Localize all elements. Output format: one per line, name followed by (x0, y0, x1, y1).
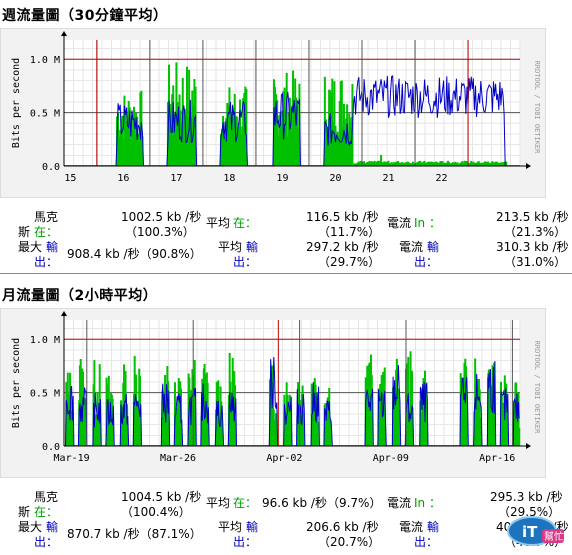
monthly-chart: 0.0 0.5 M 1.0 M Mar-19 Mar-26 Apr-02 Apr-09 Apr… (0, 308, 546, 478)
max-in-label: 在： (34, 225, 59, 239)
cur-out-label-3: 出： (414, 255, 439, 269)
max-out-value: 870.7 kb /秒（87.1%） (67, 527, 202, 541)
x-tick-label: Apr-09 (373, 453, 409, 464)
cur-in-label: In ： (414, 496, 441, 510)
y-axis-arrow (61, 311, 67, 316)
x-tick-label: 19 (276, 173, 288, 184)
x-tick-label: Apr-16 (479, 453, 515, 464)
avg-label: 平均 (206, 216, 231, 230)
avg-in-label: 在： (233, 496, 258, 510)
avg-in-value: 96.6 kb /秒（9.7%） (262, 496, 382, 510)
max-out-label-2: 輸 (46, 240, 59, 254)
max-in-value: 1004.5 kb /秒 (121, 490, 202, 504)
y-tick-label: 1.0 M (30, 55, 60, 66)
avg-in-pct: （11.7%） (318, 225, 381, 239)
max-out-label-3: 出： (34, 255, 59, 269)
avg-in-label: 在： (233, 216, 258, 230)
logo-sub-text: 幫忙 (544, 530, 564, 543)
x-axis-arrow (526, 443, 531, 449)
logo-main-text: iT (522, 523, 538, 541)
max-label: 馬克 (34, 490, 59, 504)
x-tick-label: 16 (117, 173, 129, 184)
y-axis-label: Bits per second (11, 338, 22, 428)
y-tick-label: 0.5 M (30, 109, 60, 120)
avg-in-value: 116.5 kb /秒 (306, 210, 379, 224)
max-label-2: 斯 (18, 505, 31, 519)
y-tick-label: 0.0 (42, 442, 60, 453)
x-tick-label: 22 (436, 173, 448, 184)
avg-out-label-2: 輸 (246, 240, 259, 254)
avg-out-value: 297.2 kb /秒 (306, 240, 379, 254)
x-tick-label: Apr-02 (266, 453, 302, 464)
avg-out-label: 平均 (218, 240, 243, 254)
cur-label: 電流 (387, 496, 412, 510)
cur-in-value: 213.5 kb /秒 (496, 210, 569, 224)
max-in-label: 在： (34, 505, 59, 519)
max-out-value: 908.4 kb /秒（90.8%） (67, 247, 202, 261)
max-in-pct: （100.3%） (125, 225, 195, 239)
max-out-label: 最大 (18, 520, 43, 534)
cur-out-label-2: 輸 (427, 520, 440, 534)
monthly-chart-svg: 0.0 0.5 M 1.0 M Mar-19 Mar-26 Apr-02 Apr-09 Apr… (0, 308, 546, 478)
cur-out-label: 電流 (399, 240, 424, 254)
avg-out-label-3: 出： (233, 535, 258, 549)
avg-out-pct: （29.7%） (318, 255, 381, 269)
cur-out-pct: （31.0%） (504, 255, 567, 269)
avg-out-pct: （20.7%） (318, 535, 381, 549)
rrdtool-credit: RRDTOOL / TOBI OETIKER (533, 61, 541, 155)
x-tick-label: 20 (329, 173, 341, 184)
cur-out-value: 310.3 kb /秒 (496, 240, 569, 254)
y-tick-label: 1.0 M (30, 335, 60, 346)
x-tick-label: 18 (223, 173, 235, 184)
weekly-title: 週流量圖（30分鐘平均） (2, 8, 168, 24)
y-tick-label: 0.0 (42, 162, 60, 173)
x-axis-arrow (526, 163, 531, 169)
rrdtool-credit: RRDTOOL / TOBI OETIKER (533, 341, 541, 435)
weekly-chart-svg: 0.0 0.5 M 1.0 M 15 16 17 18 19 20 21 22 Bits per se… (0, 28, 546, 198)
cur-in-pct: （29.5%） (498, 505, 561, 519)
cur-label: 電流 (387, 216, 412, 230)
weekly-chart: 0.0 0.5 M 1.0 M 15 16 17 18 19 20 21 22 Bits per se… (0, 28, 546, 198)
cur-out-label-3: 出： (414, 535, 439, 549)
max-label-2: 斯 (18, 225, 31, 239)
x-tick-label: Mar-19 (54, 453, 90, 464)
y-axis-arrow (61, 31, 67, 36)
avg-out-label-2: 輸 (246, 520, 259, 534)
cur-in-value: 295.3 kb /秒 (490, 490, 563, 504)
x-tick-label: 17 (170, 173, 182, 184)
avg-label: 平均 (206, 496, 231, 510)
x-tick-label: 15 (64, 173, 76, 184)
section-divider (0, 273, 572, 274)
avg-out-label: 平均 (218, 520, 243, 534)
y-tick-label: 0.5 M (30, 389, 60, 400)
max-out-label-2: 輸 (46, 520, 59, 534)
x-tick-label: Mar-26 (160, 453, 196, 464)
avg-out-label-3: 出： (233, 255, 258, 269)
avg-out-value: 206.6 kb /秒 (306, 520, 379, 534)
out-traffic-line (64, 75, 520, 167)
cur-in-label: In ： (414, 216, 441, 230)
cur-in-pct: （21.3%） (504, 225, 567, 239)
y-axis-label: Bits per second (11, 58, 22, 148)
x-tick-label: 21 (382, 173, 394, 184)
monthly-title: 月流量圖（2小時平均） (2, 288, 158, 304)
max-out-label-3: 出： (34, 535, 59, 549)
max-in-pct: （100.4%） (121, 505, 191, 519)
max-in-value: 1002.5 kb /秒 (121, 210, 202, 224)
max-out-label: 最大 (18, 240, 43, 254)
ithelp-logo: iT 幫忙 (506, 509, 566, 549)
max-label: 馬克 (34, 210, 59, 224)
cur-out-label: 電流 (399, 520, 424, 534)
cur-out-label-2: 輸 (427, 240, 440, 254)
